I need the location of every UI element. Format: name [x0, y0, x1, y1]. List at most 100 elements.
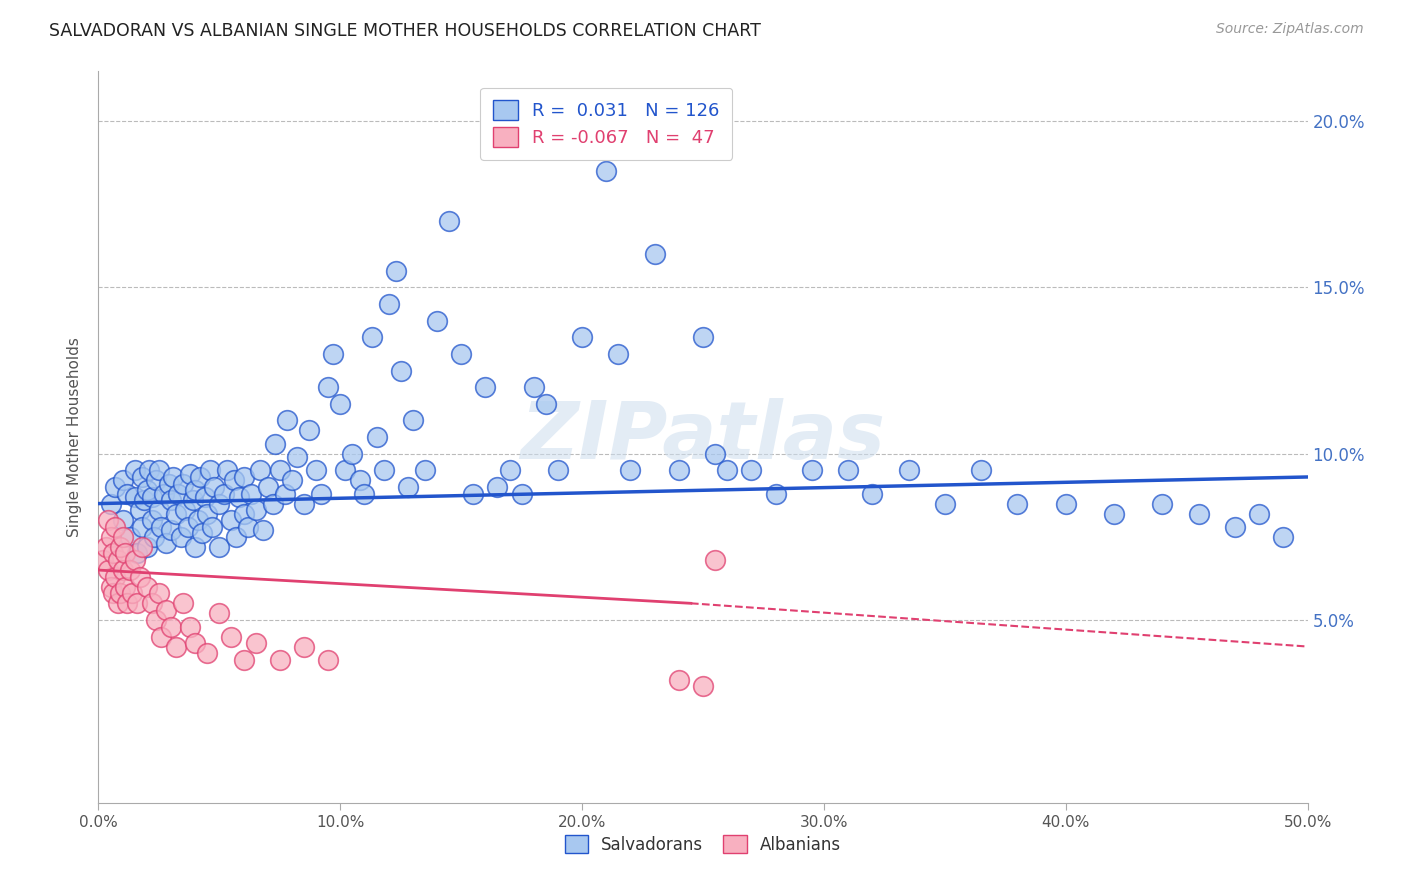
- Point: [208, 540, 231, 554]
- Point: [571, 330, 593, 344]
- Point: [104, 520, 127, 534]
- Point: [135, 580, 157, 594]
- Point: [160, 619, 183, 633]
- Point: [239, 486, 262, 500]
- Point: [135, 540, 157, 554]
- Point: [385, 264, 408, 278]
- Point: [107, 553, 129, 567]
- Point: [162, 470, 184, 484]
- Point: [221, 630, 243, 644]
- Point: [498, 463, 520, 477]
- Point: [215, 463, 238, 477]
- Point: [101, 546, 124, 560]
- Point: [437, 214, 460, 228]
- Point: [198, 463, 221, 477]
- Y-axis label: Single Mother Households: Single Mother Households: [67, 337, 83, 537]
- Point: [276, 413, 298, 427]
- Point: [152, 486, 174, 500]
- Point: [264, 436, 287, 450]
- Point: [377, 297, 399, 311]
- Point: [134, 493, 156, 508]
- Point: [273, 486, 295, 500]
- Point: [97, 513, 120, 527]
- Point: [128, 503, 150, 517]
- Point: [262, 497, 284, 511]
- Point: [141, 596, 163, 610]
- Point: [165, 640, 187, 654]
- Point: [897, 463, 920, 477]
- Point: [1272, 530, 1295, 544]
- Point: [269, 463, 291, 477]
- Point: [181, 493, 204, 508]
- Point: [155, 603, 177, 617]
- Text: ZIPatlas: ZIPatlas: [520, 398, 886, 476]
- Point: [285, 450, 308, 464]
- Point: [160, 523, 183, 537]
- Point: [349, 473, 371, 487]
- Point: [523, 380, 546, 394]
- Point: [145, 613, 167, 627]
- Point: [165, 507, 187, 521]
- Point: [208, 607, 231, 621]
- Point: [256, 480, 278, 494]
- Point: [191, 526, 214, 541]
- Point: [143, 530, 166, 544]
- Point: [269, 653, 291, 667]
- Point: [970, 463, 993, 477]
- Point: [232, 470, 254, 484]
- Point: [396, 480, 419, 494]
- Point: [212, 486, 235, 500]
- Point: [97, 563, 120, 577]
- Point: [150, 520, 173, 534]
- Point: [1223, 520, 1246, 534]
- Point: [413, 463, 436, 477]
- Point: [245, 503, 267, 517]
- Text: SALVADORAN VS ALBANIAN SINGLE MOTHER HOUSEHOLDS CORRELATION CHART: SALVADORAN VS ALBANIAN SINGLE MOTHER HOU…: [49, 22, 761, 40]
- Point: [474, 380, 496, 394]
- Point: [1152, 497, 1174, 511]
- Point: [148, 586, 170, 600]
- Point: [195, 646, 218, 660]
- Point: [232, 507, 254, 521]
- Legend: Salvadorans, Albanians: Salvadorans, Albanians: [558, 829, 848, 860]
- Point: [1102, 507, 1125, 521]
- Point: [174, 503, 197, 517]
- Point: [389, 363, 412, 377]
- Point: [201, 520, 224, 534]
- Point: [131, 470, 153, 484]
- Point: [204, 480, 226, 494]
- Point: [108, 586, 131, 600]
- Point: [329, 397, 352, 411]
- Point: [353, 486, 375, 500]
- Point: [124, 553, 146, 567]
- Text: Source: ZipAtlas.com: Source: ZipAtlas.com: [1216, 22, 1364, 37]
- Point: [800, 463, 823, 477]
- Point: [184, 636, 207, 650]
- Point: [111, 473, 134, 487]
- Point: [101, 586, 124, 600]
- Point: [765, 486, 787, 500]
- Point: [232, 653, 254, 667]
- Point: [534, 397, 557, 411]
- Point: [309, 486, 332, 500]
- Point: [135, 483, 157, 498]
- Point: [160, 493, 183, 508]
- Point: [148, 503, 170, 517]
- Point: [373, 463, 395, 477]
- Point: [195, 507, 218, 521]
- Point: [316, 653, 339, 667]
- Point: [131, 540, 153, 554]
- Point: [184, 540, 207, 554]
- Point: [1249, 507, 1271, 521]
- Point: [692, 330, 714, 344]
- Point: [100, 530, 122, 544]
- Point: [121, 586, 143, 600]
- Point: [100, 497, 122, 511]
- Point: [333, 463, 356, 477]
- Point: [366, 430, 388, 444]
- Point: [155, 536, 177, 550]
- Point: [510, 486, 533, 500]
- Point: [668, 463, 690, 477]
- Point: [249, 463, 271, 477]
- Point: [118, 530, 141, 544]
